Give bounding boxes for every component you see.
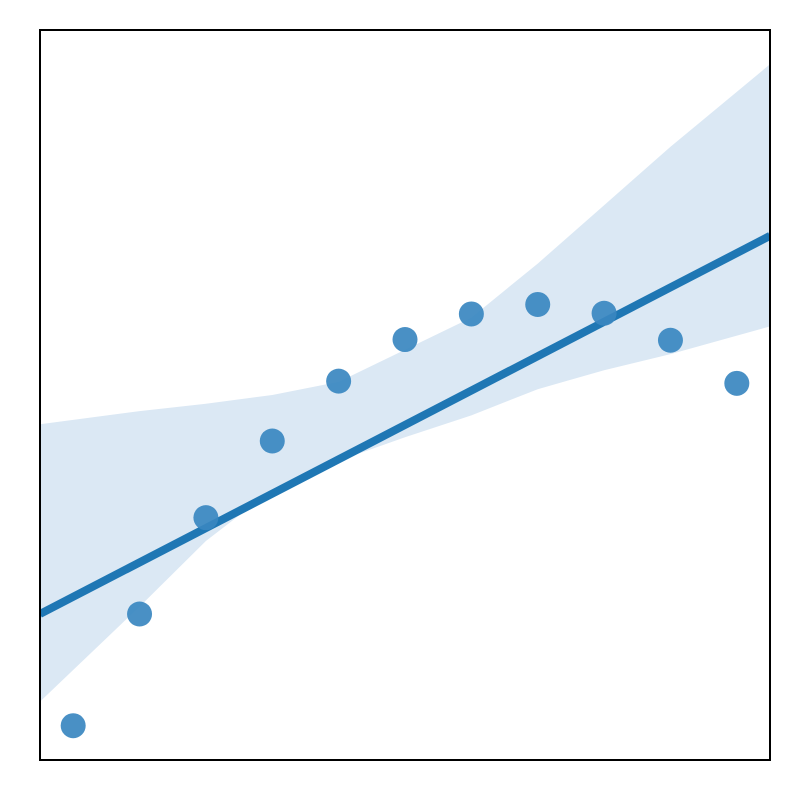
plot-frame bbox=[39, 29, 771, 761]
data-point bbox=[458, 301, 484, 327]
data-point bbox=[657, 327, 683, 353]
regression-line bbox=[40, 232, 770, 618]
data-point bbox=[60, 713, 86, 739]
data-point bbox=[724, 370, 750, 396]
data-point bbox=[326, 368, 352, 394]
data-point bbox=[392, 327, 418, 353]
data-point bbox=[525, 291, 551, 317]
data-point bbox=[127, 601, 153, 627]
data-point bbox=[591, 300, 617, 326]
data-point bbox=[259, 428, 285, 454]
data-point bbox=[193, 505, 219, 531]
confidence-band bbox=[40, 64, 770, 702]
